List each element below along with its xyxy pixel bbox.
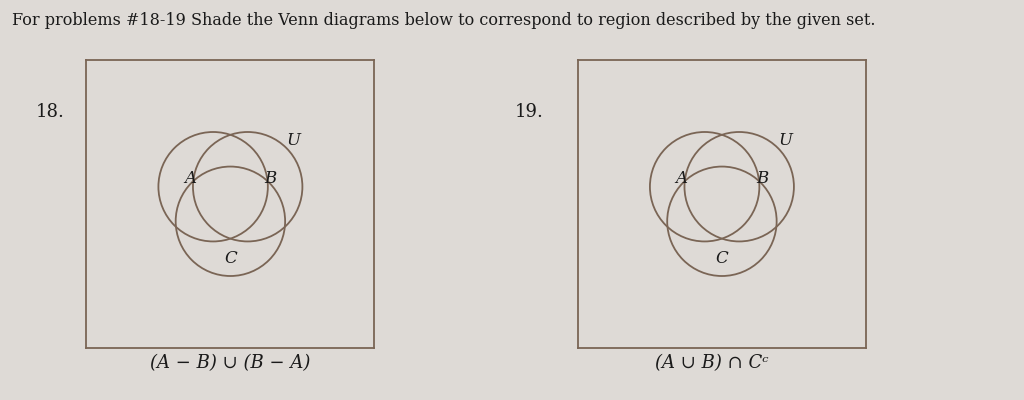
Text: (A − B) ∪ (B − A): (A − B) ∪ (B − A): [151, 354, 310, 372]
Text: U: U: [778, 132, 793, 149]
Text: 19.: 19.: [515, 103, 544, 121]
Text: B: B: [264, 170, 276, 186]
Text: A: A: [184, 170, 196, 186]
Text: C: C: [224, 250, 237, 267]
Text: (A ∪ B) ∩ Cᶜ: (A ∪ B) ∩ Cᶜ: [655, 354, 768, 372]
Text: U: U: [287, 132, 301, 149]
Text: For problems #18-19 Shade the Venn diagrams below to correspond to region descri: For problems #18-19 Shade the Venn diagr…: [12, 12, 876, 29]
Text: 18.: 18.: [36, 103, 65, 121]
Text: C: C: [716, 250, 728, 267]
Text: A: A: [676, 170, 687, 186]
Text: B: B: [756, 170, 768, 186]
